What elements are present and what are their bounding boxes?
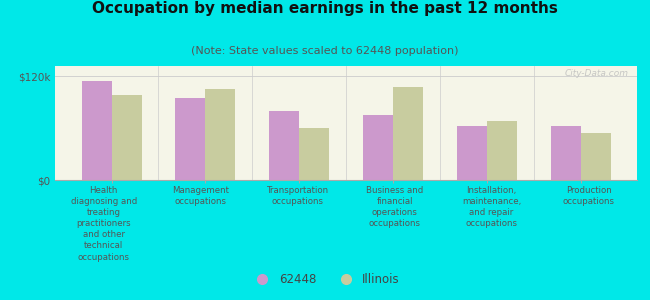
Text: Occupation by median earnings in the past 12 months: Occupation by median earnings in the pas… (92, 2, 558, 16)
Text: Production
occupations: Production occupations (562, 186, 614, 206)
Bar (112, 95, 142, 180)
Bar (81, 81, 112, 180)
Text: City-Data.com: City-Data.com (564, 69, 629, 78)
Text: Health
diagnosing and
treating
practitioners
and other
technical
occupations: Health diagnosing and treating practitio… (71, 186, 137, 262)
Bar (580, 133, 611, 180)
Text: Management
occupations: Management occupations (172, 186, 229, 206)
Text: Installation,
maintenance,
and repair
occupations: Installation, maintenance, and repair oc… (462, 186, 521, 228)
Text: Business and
financial
operations
occupations: Business and financial operations occupa… (366, 186, 423, 228)
Bar (551, 127, 580, 180)
Text: (Note: State values scaled to 62448 population): (Note: State values scaled to 62448 popu… (191, 46, 459, 56)
Bar (299, 128, 330, 180)
Bar (487, 121, 517, 180)
Bar (363, 115, 393, 180)
Bar (393, 87, 423, 180)
Legend: 62448, Illinois: 62448, Illinois (246, 269, 404, 291)
Bar (269, 111, 299, 180)
Bar (205, 89, 235, 180)
Bar (457, 126, 487, 180)
Bar (176, 98, 205, 180)
Text: Transportation
occupations: Transportation occupations (266, 186, 329, 206)
